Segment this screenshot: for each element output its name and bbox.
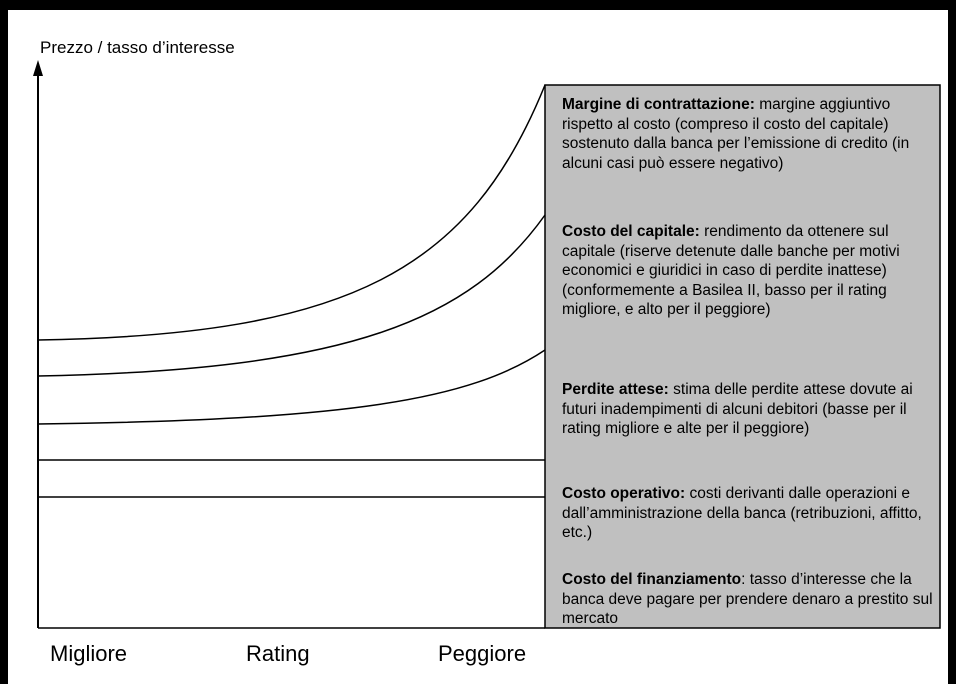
layer-description: Perdite attese: stima delle perdite atte… [562, 380, 939, 439]
layer-description: Costo del finanziamento: tasso d’interes… [562, 570, 939, 627]
x-label: Peggiore [438, 641, 527, 666]
layer-title: Costo operativo: [562, 485, 686, 502]
layer-text: : tasso d’interesse che la banca deve pa… [562, 571, 933, 627]
y-axis-arrow [33, 60, 43, 76]
frame-left [0, 0, 8, 684]
layer-curve-capital [37, 214, 546, 377]
layer-description: Costo operativo: costi derivanti dalle o… [562, 484, 939, 543]
x-label: Migliore [50, 641, 128, 666]
layer-description: Margine di contrattazione: margine aggiu… [562, 95, 939, 173]
layer-curve-margin [37, 84, 546, 341]
layer-title: Perdite attese: [562, 381, 669, 398]
frame-top [0, 0, 956, 10]
layer-title: Costo del finanziamento [562, 571, 742, 588]
layer-curve-expected-loss [37, 349, 546, 425]
axis-label: Prezzo / tasso d’interesse [40, 38, 235, 57]
layer-title: Margine di contrattazione: [562, 96, 755, 113]
layer-description: Costo del capitale: rendimento da ottene… [562, 222, 939, 320]
x-label: Rating [246, 641, 310, 666]
layer-text: margine aggiuntivo rispetto al costo (co… [562, 96, 910, 172]
legend-text: Margine di contrattazione: margine aggiu… [546, 86, 939, 627]
frame-right [948, 0, 956, 684]
layer-text: rendimento da ottenere sul capitale (ris… [562, 223, 900, 318]
layer-text: costi derivanti dalle operazioni e dall’… [562, 485, 922, 541]
legend-box [544, 84, 941, 629]
layer-text: stima delle perdite attese dovute ai fut… [562, 381, 913, 437]
layer-title: Costo del capitale: [562, 223, 700, 240]
